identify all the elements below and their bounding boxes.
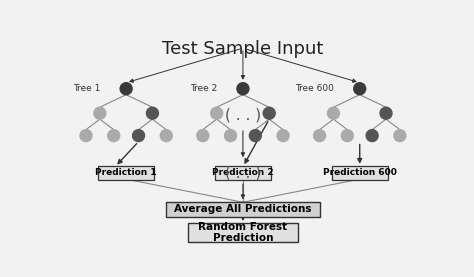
FancyBboxPatch shape [98,166,154,179]
Circle shape [160,130,172,142]
Circle shape [249,130,261,142]
Circle shape [197,130,209,142]
FancyBboxPatch shape [166,202,320,217]
Circle shape [146,107,158,119]
Circle shape [210,107,223,119]
Circle shape [366,130,378,142]
Circle shape [263,107,275,119]
Circle shape [380,107,392,119]
Circle shape [94,107,106,119]
Text: Tree 600: Tree 600 [295,84,334,93]
Text: Test Sample Input: Test Sample Input [162,40,324,58]
FancyBboxPatch shape [215,166,271,179]
FancyBboxPatch shape [332,166,388,179]
Text: ( . . ): ( . . ) [225,108,261,123]
Circle shape [341,130,353,142]
FancyBboxPatch shape [188,223,298,242]
Circle shape [120,83,132,95]
Circle shape [80,130,92,142]
Text: ( . . ): ( . . ) [225,165,261,180]
Text: Tree 2: Tree 2 [190,84,217,93]
Circle shape [328,107,339,119]
Circle shape [314,130,326,142]
Circle shape [237,83,249,95]
Circle shape [354,83,365,95]
Text: Prediction 600: Prediction 600 [323,168,397,178]
Text: Tree 1: Tree 1 [73,84,100,93]
Text: Average All Predictions: Average All Predictions [174,204,312,214]
Text: Prediction 1: Prediction 1 [95,168,157,178]
Text: Prediction 2: Prediction 2 [212,168,274,178]
Circle shape [108,130,120,142]
Circle shape [225,130,237,142]
Circle shape [394,130,406,142]
Circle shape [133,130,145,142]
Text: Random Forest
Prediction: Random Forest Prediction [198,222,288,243]
Circle shape [277,130,289,142]
